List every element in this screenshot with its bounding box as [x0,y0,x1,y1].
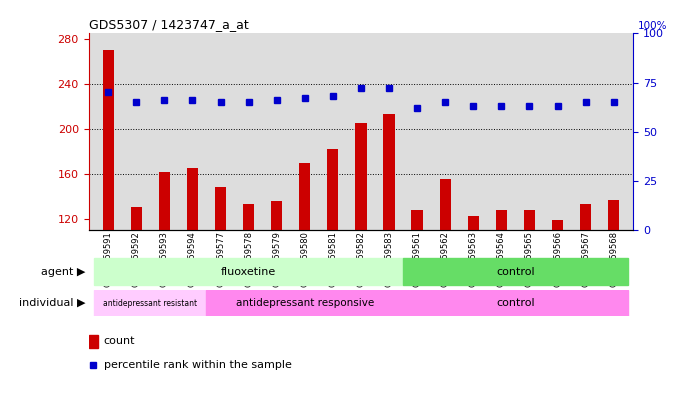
Bar [468,217,479,230]
Bar [159,171,170,230]
Text: antidepressant responsive: antidepressant responsive [236,298,374,308]
Bar [496,210,507,230]
Bar [271,201,283,230]
Bar [131,208,142,230]
Bar [383,114,394,230]
Text: GDS5307 / 1423747_a_at: GDS5307 / 1423747_a_at [89,18,249,31]
Bar [403,290,628,316]
Bar [403,258,628,285]
Bar [524,210,535,230]
Bar [243,204,254,230]
Bar [299,163,311,230]
Bar [411,210,423,230]
Text: individual ▶: individual ▶ [18,298,85,308]
Bar [439,179,451,230]
Bar [187,168,198,230]
Bar [89,335,98,348]
Bar [94,290,206,316]
Text: agent ▶: agent ▶ [41,266,85,277]
Bar [355,123,366,230]
Bar [94,258,403,285]
Text: 100%: 100% [637,20,667,31]
Text: control: control [496,266,535,277]
Bar [580,204,591,230]
Text: fluoxetine: fluoxetine [221,266,276,277]
Bar [215,187,226,230]
Text: count: count [104,336,136,347]
Bar [328,149,338,230]
Bar [103,50,114,230]
Text: antidepressant resistant: antidepressant resistant [104,299,197,307]
Bar [552,220,563,230]
Text: control: control [496,298,535,308]
Text: percentile rank within the sample: percentile rank within the sample [104,360,291,371]
Bar [206,290,403,316]
Bar [608,200,619,230]
